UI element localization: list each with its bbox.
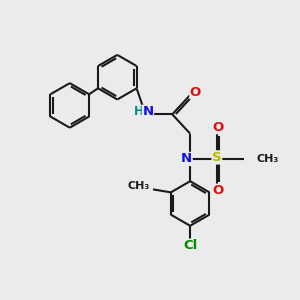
Text: N: N <box>142 106 154 118</box>
Text: O: O <box>190 85 201 98</box>
Text: CH₃: CH₃ <box>128 182 150 191</box>
Text: S: S <box>212 151 222 164</box>
Text: N: N <box>181 152 192 165</box>
Text: H: H <box>134 106 144 118</box>
Text: CH₃: CH₃ <box>256 154 278 164</box>
Text: O: O <box>213 121 224 134</box>
Text: Cl: Cl <box>183 239 197 252</box>
Text: O: O <box>213 184 224 197</box>
